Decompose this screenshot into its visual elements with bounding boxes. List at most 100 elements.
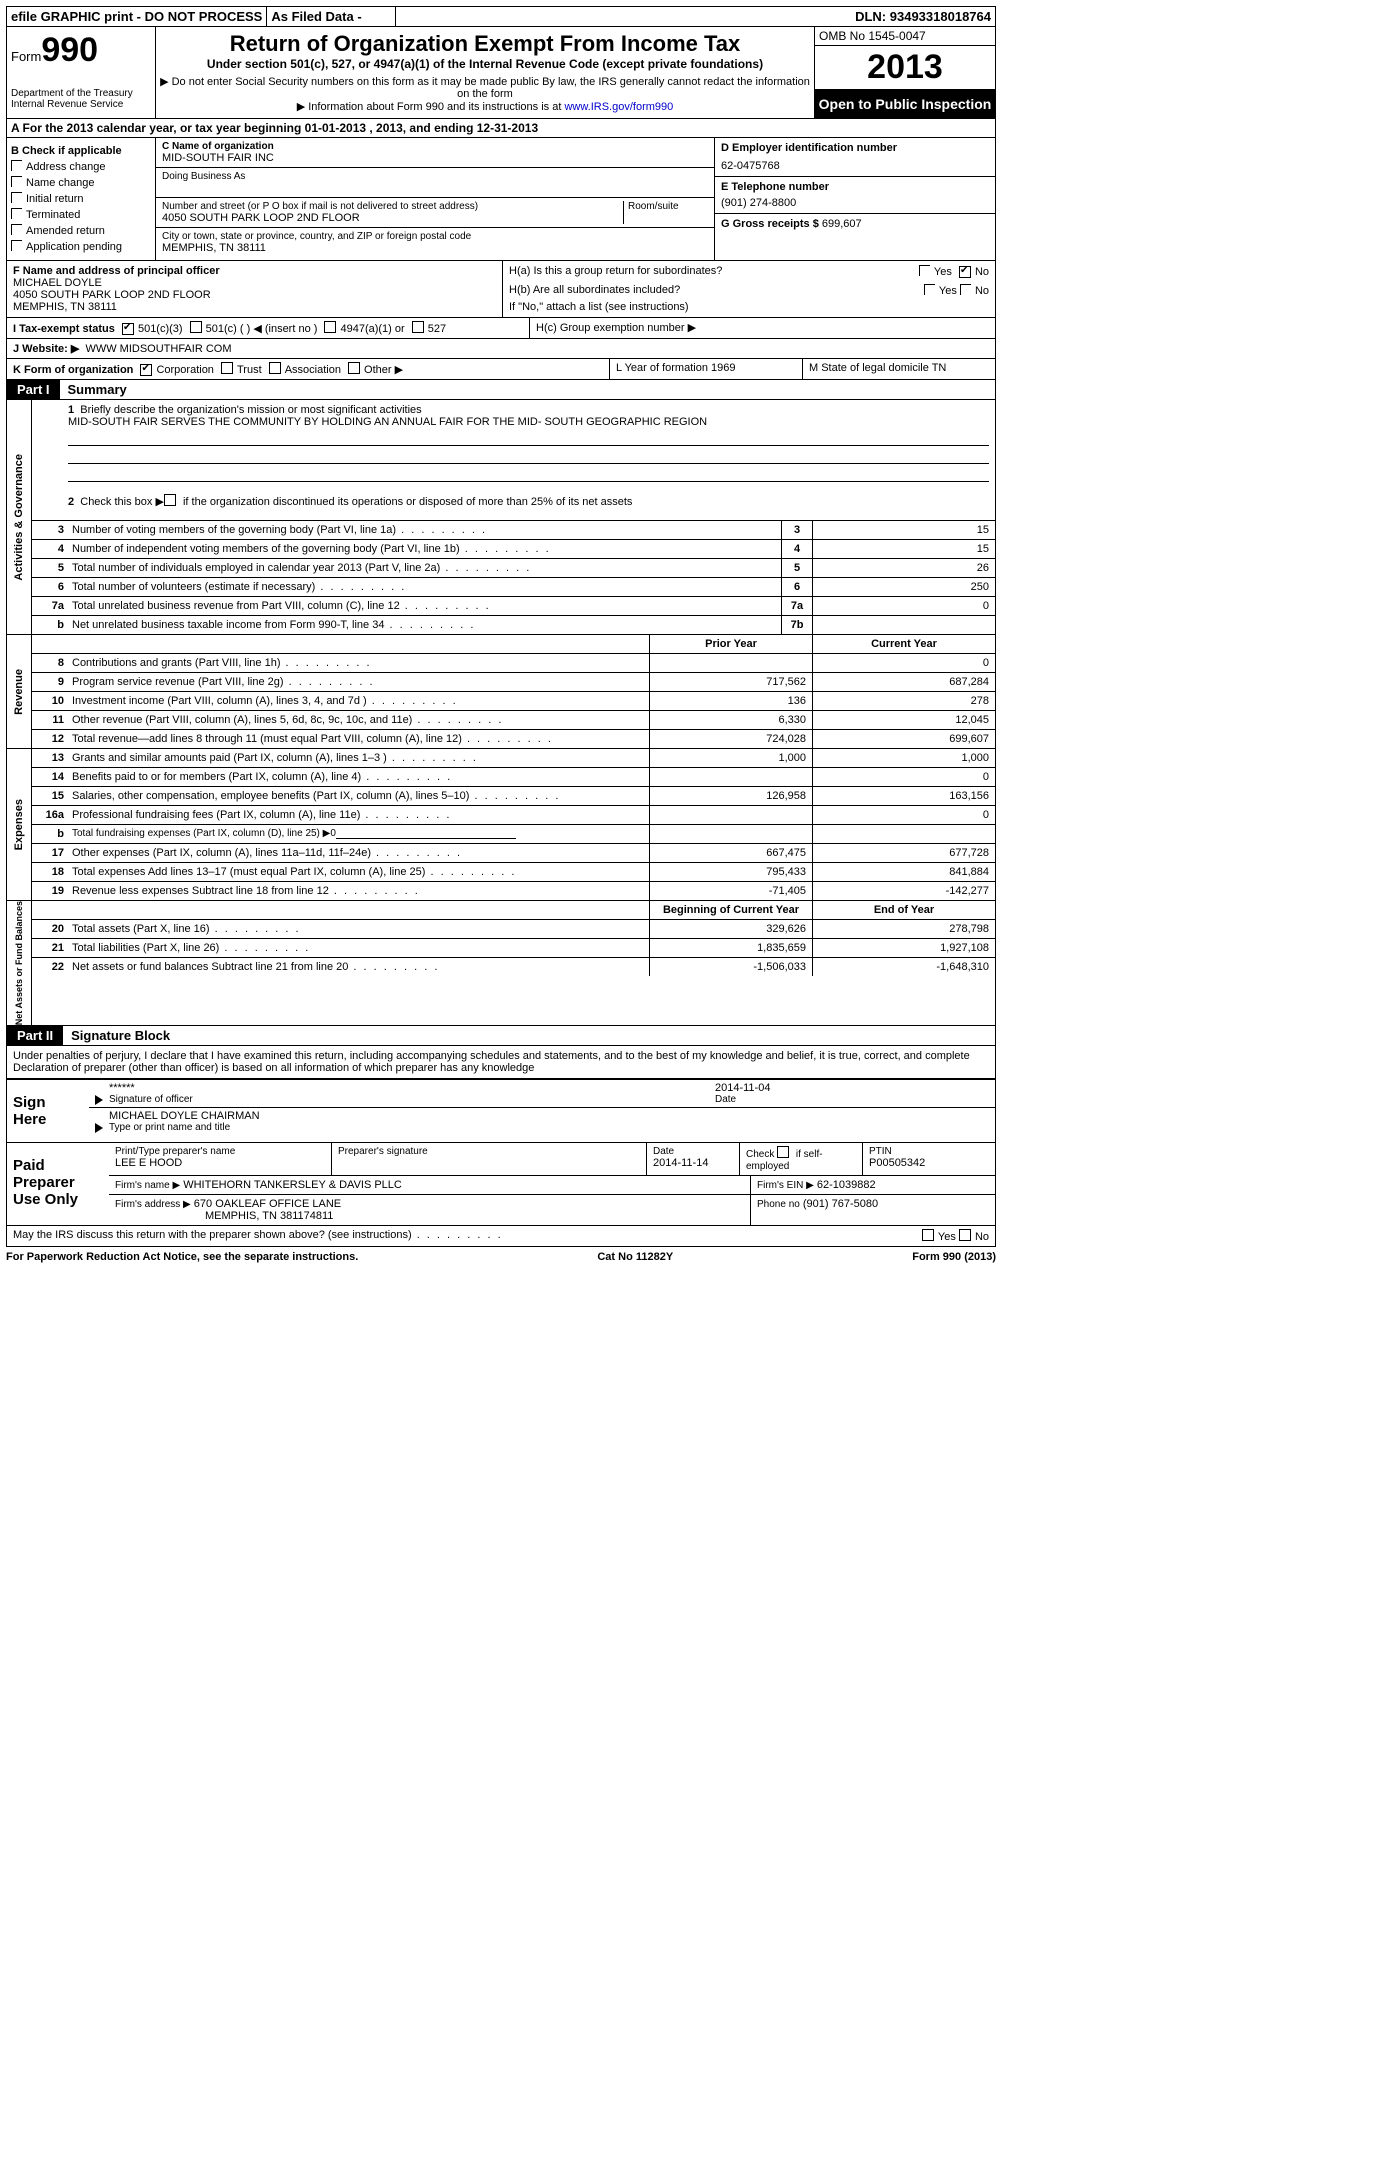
ha-yes-cb[interactable]	[919, 265, 930, 276]
ein-value: 62-0475768	[721, 160, 989, 172]
footer: For Paperwork Reduction Act Notice, see …	[6, 1247, 996, 1263]
phone-label: E Telephone number	[721, 181, 989, 193]
omb-number: OMB No 1545-0047	[815, 27, 995, 46]
summary-row: 8Contributions and grants (Part VIII, li…	[32, 653, 995, 672]
city: MEMPHIS, TN 38111	[162, 242, 708, 254]
firm-name-label: Firm's name ▶	[115, 1180, 180, 1191]
hdr-prior-year: Prior Year	[649, 635, 812, 653]
paid-preparer-label: Paid Preparer Use Only	[7, 1143, 109, 1225]
officer-label: F Name and address of principal officer	[13, 265, 220, 277]
cb-trust[interactable]	[221, 362, 233, 374]
cb-address-change[interactable]: Address change	[11, 160, 151, 173]
box-f-h: F Name and address of principal officer …	[7, 261, 995, 318]
sign-here-label: Sign Here	[7, 1080, 89, 1142]
subtitle-3-pre: ▶ Information about Form 990 and its ins…	[297, 101, 565, 113]
org-name-label: C Name of organization	[162, 141, 274, 152]
part-1-bar: Part I Summary	[7, 379, 995, 400]
summary-row: 22Net assets or fund balances Subtract l…	[32, 957, 995, 976]
cb-discontinued[interactable]	[164, 494, 176, 506]
summary-row: 13Grants and similar amounts paid (Part …	[32, 749, 995, 767]
cb-other[interactable]	[348, 362, 360, 374]
summary-row: bTotal fundraising expenses (Part IX, co…	[32, 824, 995, 843]
summary-row: 7aTotal unrelated business revenue from …	[32, 596, 995, 615]
side-activities: Activities & Governance	[7, 400, 32, 634]
date-label: Date	[715, 1094, 995, 1105]
box-b-title: B Check if applicable	[11, 145, 151, 157]
summary-row: 16aProfessional fundraising fees (Part I…	[32, 805, 995, 824]
box-h: H(a) Is this a group return for subordin…	[502, 261, 995, 317]
cb-501c3[interactable]	[122, 323, 134, 335]
ha-yn: Yes No	[919, 265, 989, 278]
website-value: WWW MIDSOUTHFAIR COM	[85, 343, 231, 355]
dba-label: Doing Business As	[162, 171, 708, 182]
mission-blank-1	[68, 430, 989, 446]
cb-assoc[interactable]	[269, 362, 281, 374]
prep-name-label: Print/Type preparer's name	[115, 1146, 325, 1157]
boxes-b-c-d: B Check if applicable Address change Nam…	[7, 138, 995, 261]
discuss-row: May the IRS discuss this return with the…	[7, 1225, 995, 1246]
irs-link[interactable]: www.IRS.gov/form990	[564, 101, 673, 113]
firm-ein: 62-1039882	[817, 1179, 876, 1191]
header: Form990 Department of the Treasury Inter…	[7, 27, 995, 119]
hdr-current-year: Current Year	[812, 635, 995, 653]
discuss-no-cb[interactable]	[959, 1229, 971, 1241]
mission-blank-3	[68, 466, 989, 482]
officer-addr: 4050 SOUTH PARK LOOP 2ND FLOOR	[13, 289, 496, 301]
triangle-icon	[95, 1123, 103, 1133]
gross-label: G Gross receipts $	[721, 218, 819, 230]
row-a-tax-year: A For the 2013 calendar year, or tax yea…	[7, 119, 995, 138]
firm-phone-label: Phone no	[757, 1199, 800, 1210]
cb-name-change[interactable]: Name change	[11, 176, 151, 189]
discuss-yes-cb[interactable]	[922, 1229, 934, 1241]
firm-ein-label: Firm's EIN ▶	[757, 1180, 814, 1191]
summary-row: 14Benefits paid to or for members (Part …	[32, 767, 995, 786]
officer-print-name: MICHAEL DOYLE CHAIRMAN	[109, 1110, 995, 1122]
cb-527[interactable]	[412, 321, 424, 333]
box-d-e-g: D Employer identification number 62-0475…	[714, 138, 995, 260]
ptin-value: P00505342	[869, 1157, 989, 1169]
cb-app-pending[interactable]: Application pending	[11, 240, 151, 253]
prep-date-label: Date	[653, 1146, 733, 1157]
summary-row: 5Total number of individuals employed in…	[32, 558, 995, 577]
self-employed: Check if self-employed	[740, 1143, 863, 1175]
h-note: If "No," attach a list (see instructions…	[509, 301, 989, 313]
section-revenue: Revenue Prior Year Current Year 8Contrib…	[7, 634, 995, 748]
year-formation: L Year of formation 1969	[609, 359, 802, 379]
discuss-label: May the IRS discuss this return with the…	[13, 1229, 412, 1241]
summary-row: 6Total number of volunteers (estimate if…	[32, 577, 995, 596]
cb-501c[interactable]	[190, 321, 202, 333]
firm-name: WHITEHORN TANKERSLEY & DAVIS PLLC	[183, 1179, 402, 1191]
dln-value: 93493318018764	[890, 9, 991, 24]
ha-label: H(a) Is this a group return for subordin…	[509, 265, 722, 278]
part-1-title: Summary	[60, 380, 135, 399]
row-k-label: K Form of organization	[13, 364, 133, 376]
form-title: Return of Organization Exempt From Incom…	[160, 31, 810, 57]
subtitle-2: ▶ Do not enter Social Security numbers o…	[160, 75, 810, 100]
hb-no-cb[interactable]	[960, 284, 971, 295]
hb-yes-cb[interactable]	[924, 284, 935, 295]
cb-corp[interactable]	[140, 364, 152, 376]
sign-here-block: Sign Here ****** Signature of officer 20…	[7, 1078, 995, 1142]
summary-row: 20Total assets (Part X, line 16)329,6262…	[32, 919, 995, 938]
cb-self-employed[interactable]	[777, 1146, 789, 1158]
summary-row: 10Investment income (Part VIII, column (…	[32, 691, 995, 710]
side-revenue: Revenue	[7, 635, 32, 748]
part-2-title: Signature Block	[63, 1026, 178, 1045]
declaration-text: Under penalties of perjury, I declare th…	[7, 1046, 995, 1078]
cb-amended[interactable]: Amended return	[11, 224, 151, 237]
summary-row: 12Total revenue—add lines 8 through 11 (…	[32, 729, 995, 748]
ha-no-cb[interactable]	[959, 266, 971, 278]
cb-4947[interactable]	[324, 321, 336, 333]
gross-value: 699,607	[822, 218, 862, 230]
dln-label: DLN:	[855, 9, 886, 24]
top-bar: efile GRAPHIC print - DO NOT PROCESS As …	[7, 7, 995, 27]
tax-year: 2013	[815, 46, 995, 90]
cb-initial-return[interactable]: Initial return	[11, 192, 151, 205]
hb-label: H(b) Are all subordinates included?	[509, 284, 680, 297]
signature-officer-label: Signature of officer	[109, 1094, 715, 1105]
paid-preparer-block: Paid Preparer Use Only Print/Type prepar…	[7, 1142, 995, 1225]
cb-terminated[interactable]: Terminated	[11, 208, 151, 221]
efile-label: efile GRAPHIC print - DO NOT PROCESS	[7, 7, 267, 26]
dept-label: Department of the Treasury Internal Reve…	[11, 88, 151, 110]
open-to-public: Open to Public Inspection	[815, 90, 995, 118]
